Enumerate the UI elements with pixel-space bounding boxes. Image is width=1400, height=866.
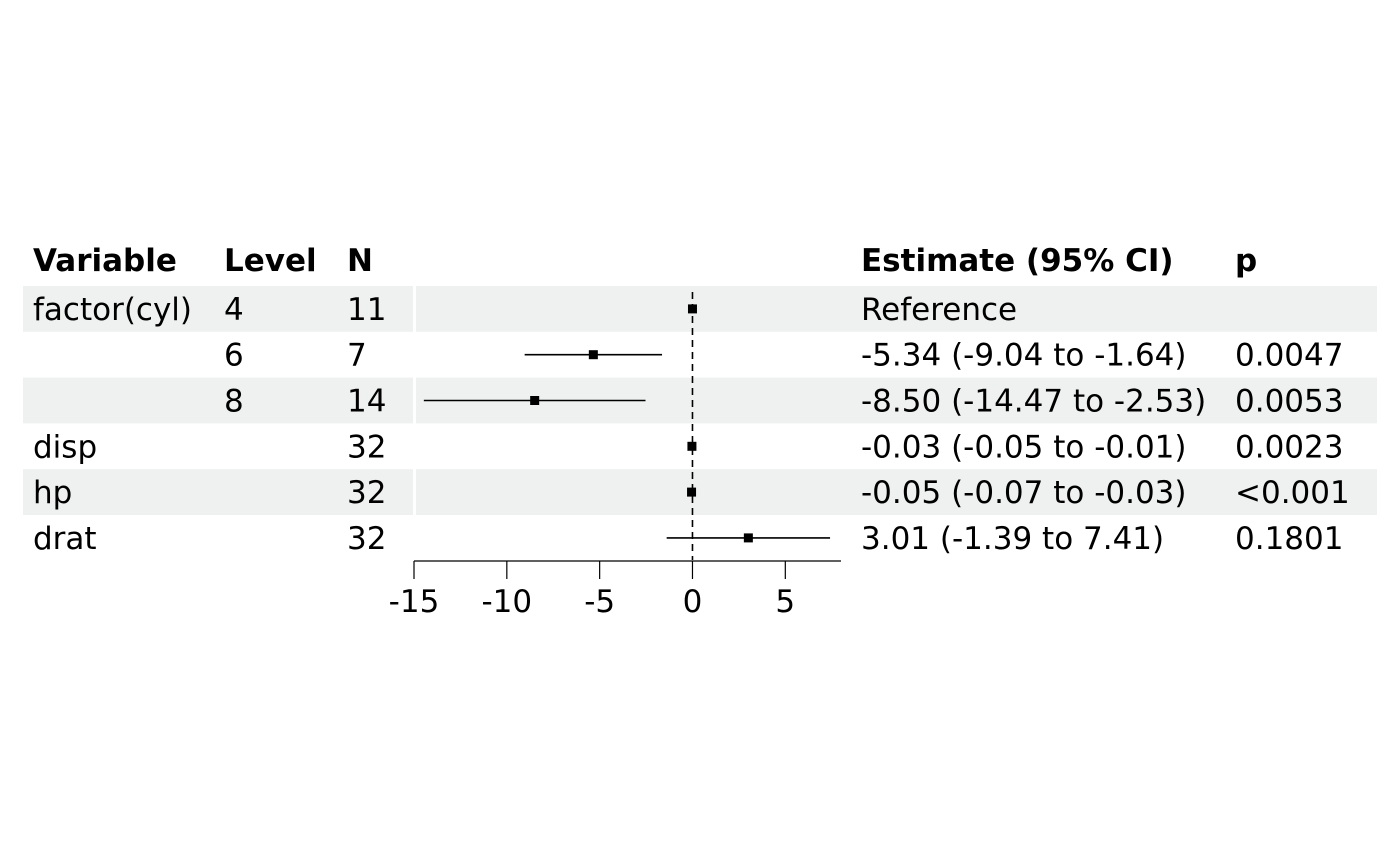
x-tick-label: -10	[482, 584, 533, 620]
cell-variable: hp	[33, 475, 72, 511]
header-p: p	[1235, 243, 1257, 279]
cell-n: 32	[347, 521, 386, 557]
table-cells: factor(cyl) 4 11 Reference 6 7 -5.34 (-9.04 to…	[33, 292, 1350, 557]
cell-p: 0.0047	[1235, 338, 1343, 374]
row-stripe-left	[23, 469, 413, 515]
header-estimate: Estimate (95% CI)	[861, 243, 1174, 279]
x-tick-label: 5	[775, 584, 795, 620]
cell-estimate: -0.03 (-0.05 to -0.01)	[861, 429, 1187, 465]
cell-n: 32	[347, 475, 386, 511]
cell-p: 0.0023	[1235, 429, 1343, 465]
cell-n: 7	[347, 338, 367, 374]
x-tick-label: -5	[584, 584, 615, 620]
cell-estimate: -8.50 (-14.47 to -2.53)	[861, 384, 1206, 420]
cell-p: <0.001	[1235, 475, 1350, 511]
estimate-point	[687, 487, 697, 497]
cell-estimate: -0.05 (-0.07 to -0.03)	[861, 475, 1187, 511]
x-axis: -15 -10 -5 0 5	[389, 560, 841, 620]
cell-p: 0.0053	[1235, 384, 1343, 420]
row-stripe-left	[23, 377, 413, 424]
cell-n: 11	[347, 292, 386, 328]
header-n: N	[347, 243, 373, 279]
cell-variable: drat	[33, 521, 97, 557]
cell-estimate: -5.34 (-9.04 to -1.64)	[861, 338, 1187, 374]
cell-estimate: 3.01 (-1.39 to 7.41)	[861, 521, 1164, 557]
row-stripes	[23, 286, 1377, 515]
table-header: Variable Level N Estimate (95% CI) p	[33, 243, 1257, 279]
x-tick-label: 0	[683, 584, 703, 620]
row-stripe-right	[416, 286, 1377, 332]
cell-estimate: Reference	[861, 292, 1017, 328]
header-variable: Variable	[33, 243, 177, 279]
row-stripe-left	[23, 286, 413, 332]
cell-variable: disp	[33, 429, 97, 465]
cell-level: 8	[224, 384, 244, 420]
cell-n: 32	[347, 429, 386, 465]
estimate-point	[530, 396, 540, 405]
estimate-point	[743, 533, 753, 543]
cell-level: 6	[224, 338, 244, 374]
header-level: Level	[224, 243, 317, 279]
estimate-point	[687, 441, 697, 451]
row-stripe-right	[416, 469, 1377, 515]
cell-p: 0.1801	[1235, 521, 1343, 557]
estimate-point	[687, 304, 697, 314]
estimate-marks	[423, 304, 831, 543]
x-tick-label: -15	[389, 584, 440, 620]
cell-level: 4	[224, 292, 244, 328]
cell-variable: factor(cyl)	[33, 292, 192, 328]
plot-panel: -15 -10 -5 0 5	[389, 292, 841, 620]
cell-n: 14	[347, 384, 386, 420]
estimate-point	[588, 350, 598, 360]
